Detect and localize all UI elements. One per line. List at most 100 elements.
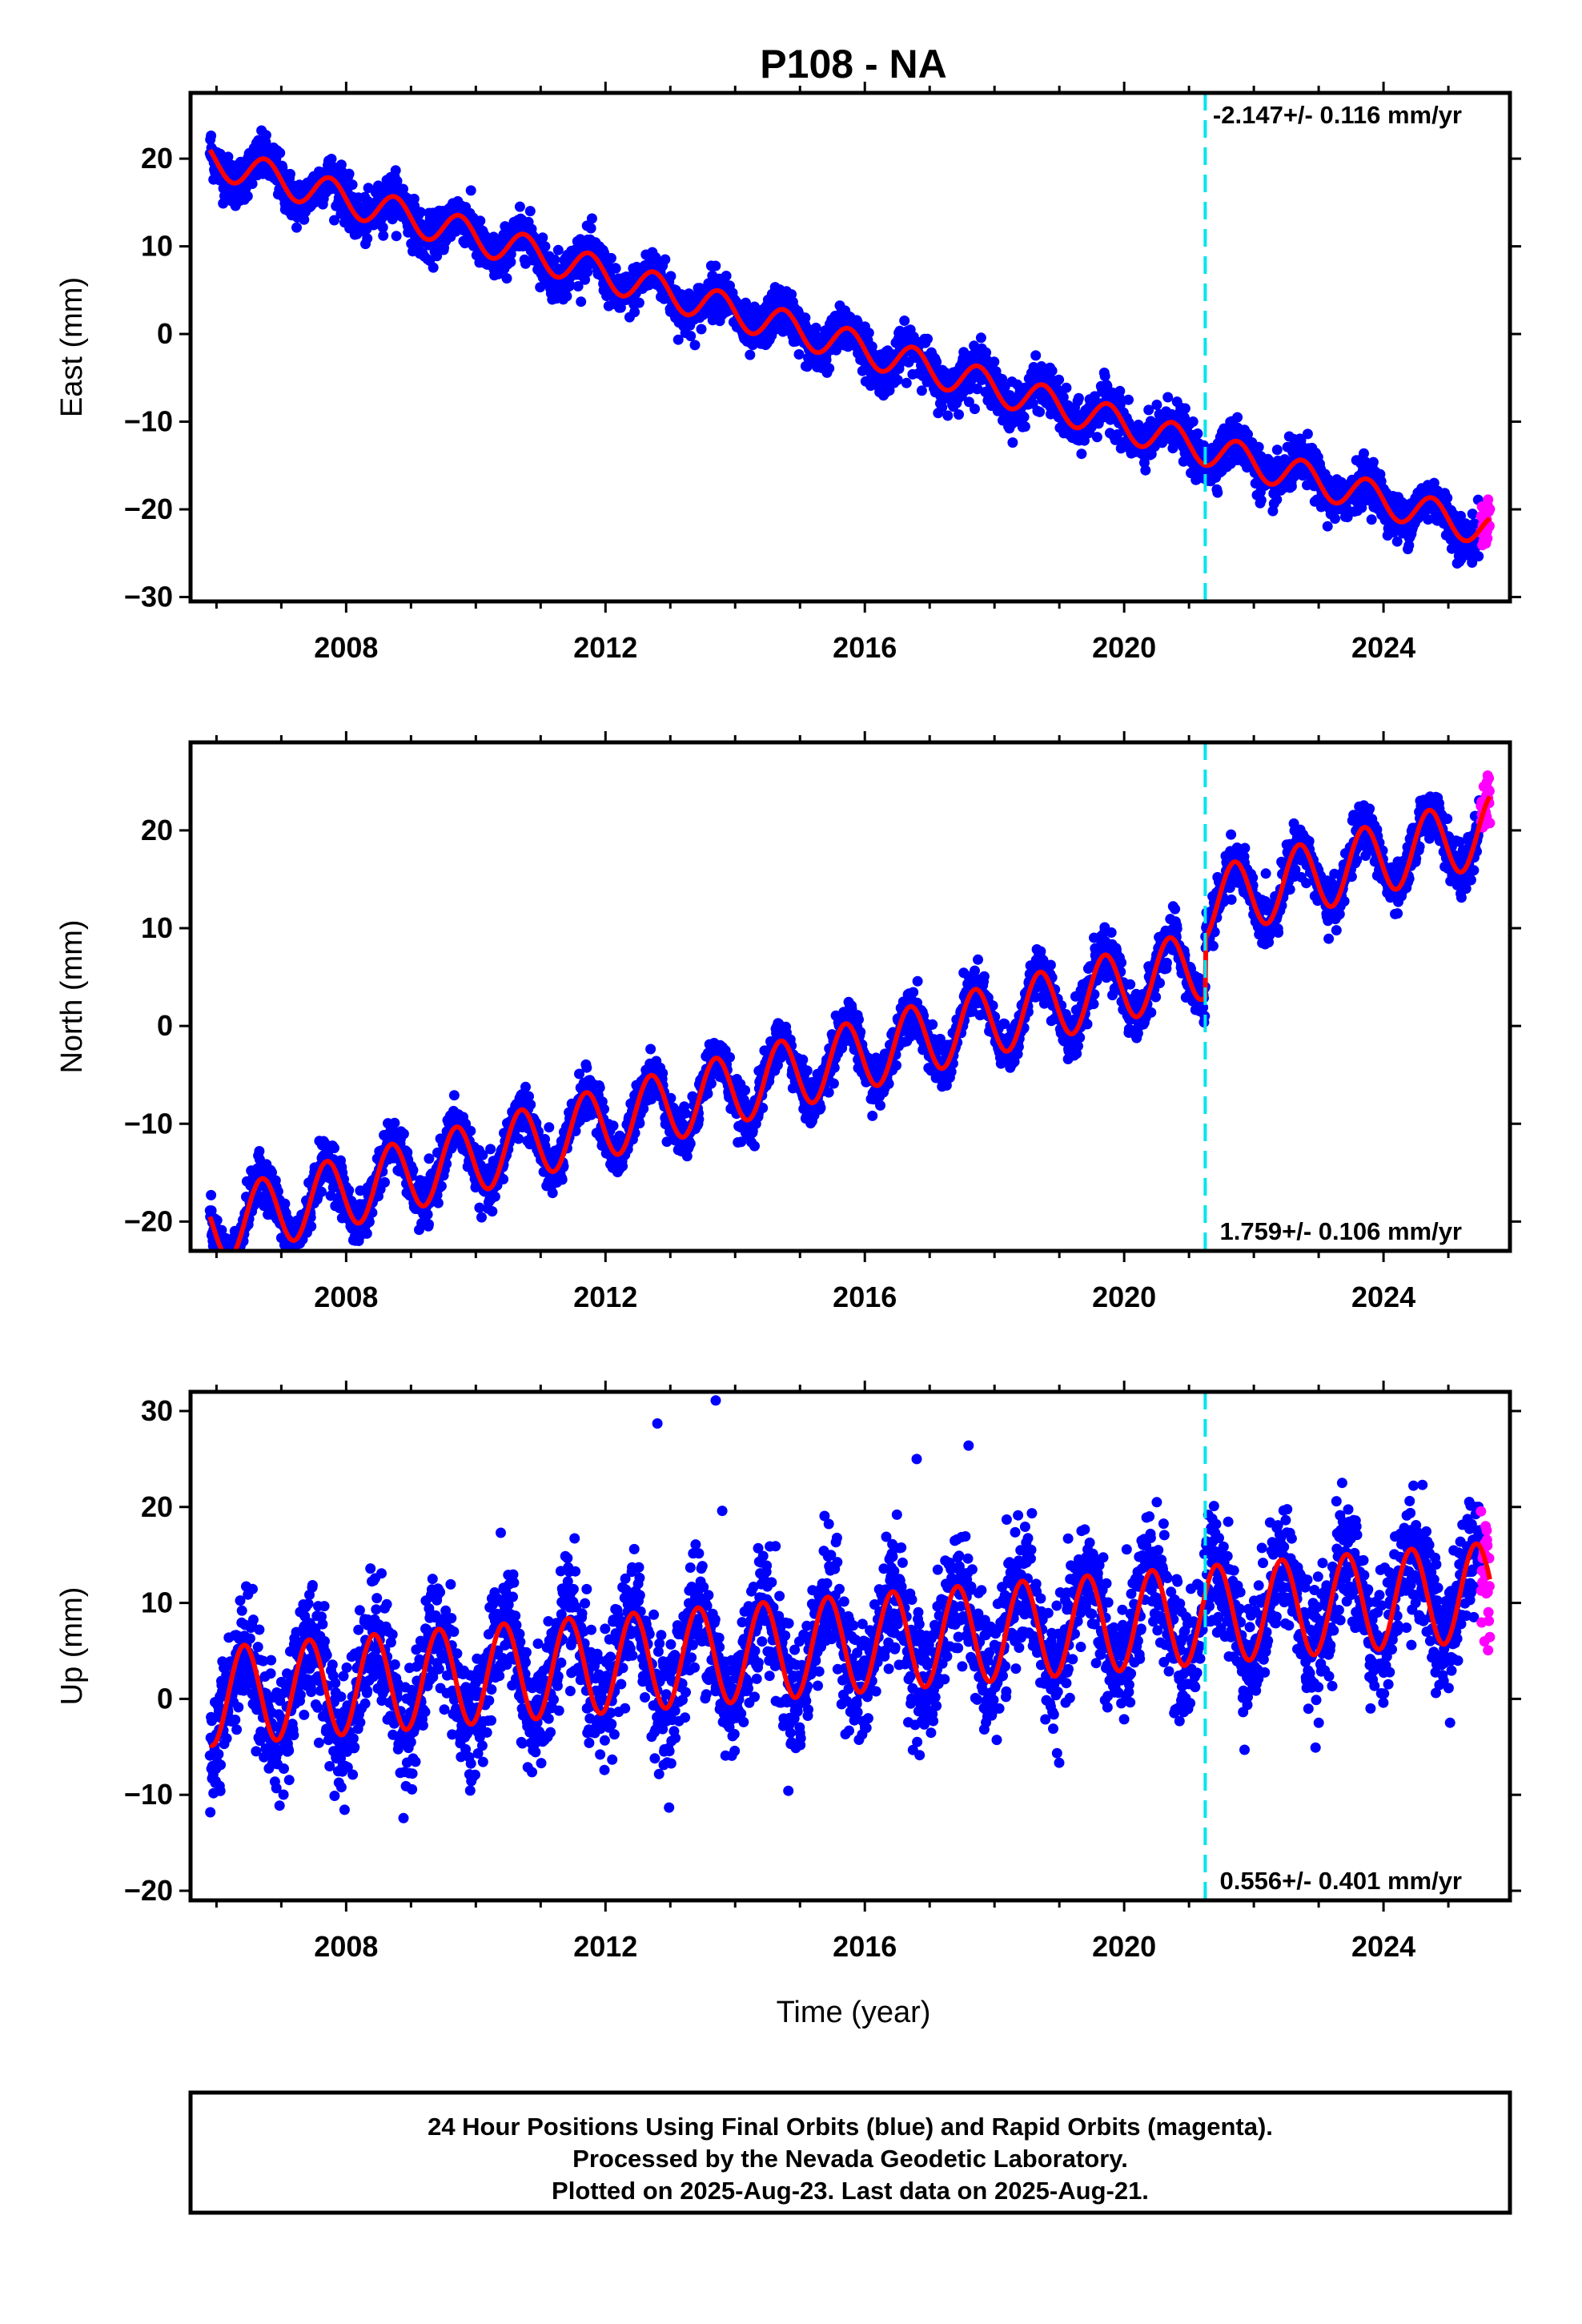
- final-point: [398, 183, 408, 195]
- final-point: [1091, 432, 1102, 443]
- final-point: [629, 307, 640, 318]
- final-point: [610, 263, 621, 274]
- final-point: [242, 191, 253, 202]
- rapid-point: [1482, 533, 1493, 544]
- rate-label: -2.147+/- 0.116 mm/yr: [1213, 101, 1462, 129]
- final-point: [1167, 443, 1178, 454]
- final-point: [549, 254, 560, 265]
- final-point: [390, 165, 401, 176]
- final-point: [1271, 494, 1283, 505]
- final-point: [225, 1272, 235, 1282]
- final-point: [696, 324, 707, 335]
- final-point: [800, 312, 811, 324]
- final-point: [222, 1259, 232, 1269]
- final-point: [665, 271, 677, 282]
- final-point: [954, 409, 964, 420]
- final-point: [432, 1197, 444, 1208]
- final-point: [1330, 513, 1340, 525]
- final-point: [285, 168, 295, 179]
- final-point: [1007, 437, 1018, 448]
- final-point: [1162, 392, 1174, 403]
- final-point: [223, 1259, 234, 1269]
- final-point: [660, 254, 671, 265]
- x-tick-label: 2012: [573, 631, 637, 664]
- final-point: [377, 222, 388, 233]
- final-point: [892, 374, 903, 385]
- final-point: [1179, 403, 1191, 414]
- final-point: [213, 1256, 223, 1266]
- final-point: [415, 207, 426, 218]
- final-point: [1366, 514, 1377, 525]
- final-point: [547, 1188, 558, 1199]
- final-point: [1187, 416, 1199, 427]
- final-point: [1442, 493, 1453, 504]
- final-point: [1473, 551, 1484, 562]
- final-point: [520, 1081, 531, 1092]
- final-point: [505, 256, 516, 267]
- final-point: [206, 1189, 217, 1200]
- final-point: [1467, 509, 1478, 520]
- final-point: [634, 1118, 645, 1129]
- final-point: [1255, 495, 1267, 506]
- final-point: [1232, 412, 1243, 423]
- final-point: [218, 1268, 228, 1278]
- rapid-point: [1484, 504, 1496, 515]
- final-point: [937, 402, 948, 413]
- final-point: [594, 1082, 605, 1093]
- final-point: [432, 251, 443, 262]
- final-point: [572, 281, 584, 292]
- final-point: [1286, 480, 1297, 492]
- final-point: [899, 316, 910, 326]
- final-point: [1046, 365, 1058, 376]
- final-point: [225, 1260, 235, 1270]
- final-point: [963, 396, 974, 408]
- final-point: [931, 356, 942, 368]
- y-tick-label: −10: [124, 405, 173, 438]
- final-point: [657, 1068, 669, 1079]
- final-point: [537, 232, 548, 243]
- final-point: [424, 1153, 435, 1164]
- final-point: [916, 385, 927, 396]
- final-point: [1019, 421, 1030, 432]
- final-point: [217, 1259, 227, 1269]
- final-point: [389, 1117, 400, 1128]
- final-point: [1061, 382, 1072, 393]
- final-point: [599, 247, 609, 259]
- final-point: [513, 1133, 524, 1144]
- final-point: [223, 1258, 233, 1269]
- chart-title: P108 - NA: [760, 42, 946, 86]
- final-point: [884, 385, 895, 396]
- final-point: [279, 1198, 291, 1209]
- final-point: [218, 1266, 228, 1277]
- y-tick-label: −30: [124, 581, 173, 613]
- final-point: [831, 344, 841, 356]
- final-point: [540, 241, 551, 252]
- final-point: [476, 1212, 487, 1223]
- final-point: [581, 1062, 592, 1073]
- final-point: [422, 1209, 433, 1220]
- final-point: [1114, 385, 1126, 396]
- final-point: [306, 1220, 317, 1232]
- final-point: [673, 334, 684, 345]
- final-point: [487, 1206, 498, 1217]
- final-point: [1322, 521, 1333, 532]
- final-point: [582, 267, 593, 278]
- x-tick-label: 2016: [833, 631, 897, 664]
- final-point: [1034, 406, 1046, 417]
- final-point: [721, 271, 732, 281]
- final-point: [633, 297, 644, 308]
- final-point: [576, 296, 587, 308]
- final-point: [227, 1252, 238, 1262]
- final-point: [347, 179, 358, 191]
- final-point: [485, 1144, 496, 1155]
- x-tick-label: 2020: [1092, 631, 1156, 664]
- final-point: [1143, 404, 1154, 416]
- final-point: [291, 222, 302, 233]
- final-point: [793, 349, 805, 360]
- final-point: [1123, 394, 1134, 405]
- final-point: [617, 1160, 628, 1172]
- final-point: [1079, 435, 1090, 446]
